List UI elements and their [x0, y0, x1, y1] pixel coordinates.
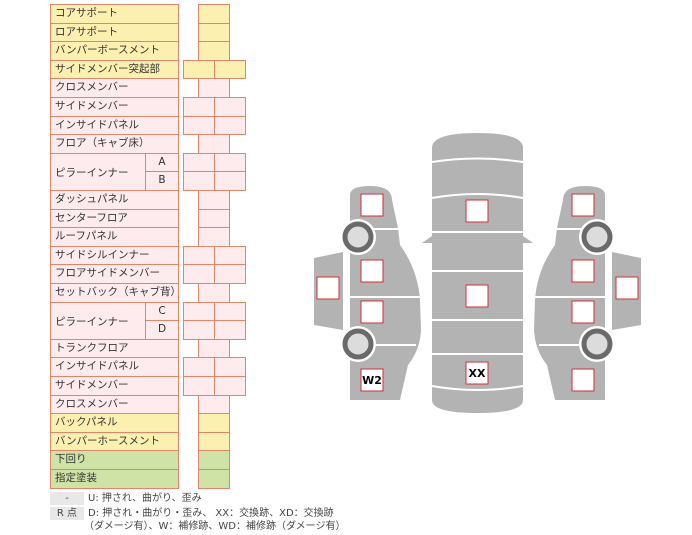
- damage-marker-left-front[interactable]: [360, 193, 384, 217]
- damage-marker-left-rear-door[interactable]: [360, 300, 384, 324]
- row-label: クロスメンバー: [50, 394, 179, 415]
- check-cell: [214, 59, 246, 80]
- row-label: フロアサイドメンバー: [50, 264, 179, 284]
- row-label: センターフロア: [50, 208, 179, 229]
- wheel-icon: [581, 221, 613, 253]
- row-sublabel: A: [145, 152, 179, 173]
- row-label: バックパネル: [50, 413, 179, 433]
- row-label: バンパーボースメント: [50, 41, 179, 61]
- legend-key-r: R 点: [50, 507, 84, 520]
- damage-marker-left-front-door[interactable]: [360, 259, 384, 283]
- damage-marker-right-front-door[interactable]: [571, 259, 595, 283]
- car-top-body: [422, 133, 533, 413]
- damage-marker-right-rear[interactable]: [571, 368, 595, 392]
- check-cell: [214, 376, 246, 396]
- damage-marker-right-rear-door[interactable]: [571, 300, 595, 324]
- check-cell: [214, 171, 246, 191]
- row-label: サイドメンバー突起部: [50, 59, 179, 80]
- row-label: インサイドパネル: [50, 115, 179, 136]
- marker-label: XX: [469, 367, 486, 380]
- car-right-side: [534, 186, 605, 400]
- legend-key-dash: -: [50, 492, 84, 505]
- marker-label: W2: [362, 374, 382, 387]
- check-cell: [214, 264, 246, 284]
- wheel-icon: [342, 328, 374, 360]
- wheel-icon: [342, 221, 374, 253]
- damage-marker-right-outer[interactable]: [615, 276, 639, 300]
- check-cell: [214, 320, 246, 340]
- car-left-side: [350, 186, 421, 400]
- row-sublabel: C: [145, 301, 179, 322]
- row-label: フロア（キャブ床）: [50, 134, 179, 154]
- damage-marker-roof[interactable]: [465, 284, 489, 308]
- legend-text-3: （ダメージ有）、W：補修跡、WD：補修跡（ダメージ有）: [84, 521, 346, 532]
- damage-marker-left-rear[interactable]: W2: [360, 368, 384, 392]
- check-cell: [198, 469, 230, 489]
- row-label: クロスメンバー: [50, 78, 179, 98]
- row-label: サイドメンバー: [50, 97, 179, 117]
- row-label: バンパーホースメント: [50, 431, 179, 452]
- legend-text-2: D: 押され・曲がり・歪み、 XX：交換跡、XD：交換跡: [88, 508, 334, 519]
- damage-marker-right-front[interactable]: [571, 193, 595, 217]
- damage-marker-trunk[interactable]: XX: [465, 361, 489, 385]
- check-cell: [214, 115, 246, 136]
- damage-marker-left-outer[interactable]: [316, 276, 340, 300]
- row-label: 指定塗装: [50, 469, 179, 489]
- legend-text-1: U: 押され、曲がり、歪み: [88, 493, 202, 504]
- damage-marker-hood[interactable]: [465, 199, 489, 223]
- wheel-icon: [581, 328, 613, 360]
- row-label: サイドシルインナー: [50, 245, 179, 266]
